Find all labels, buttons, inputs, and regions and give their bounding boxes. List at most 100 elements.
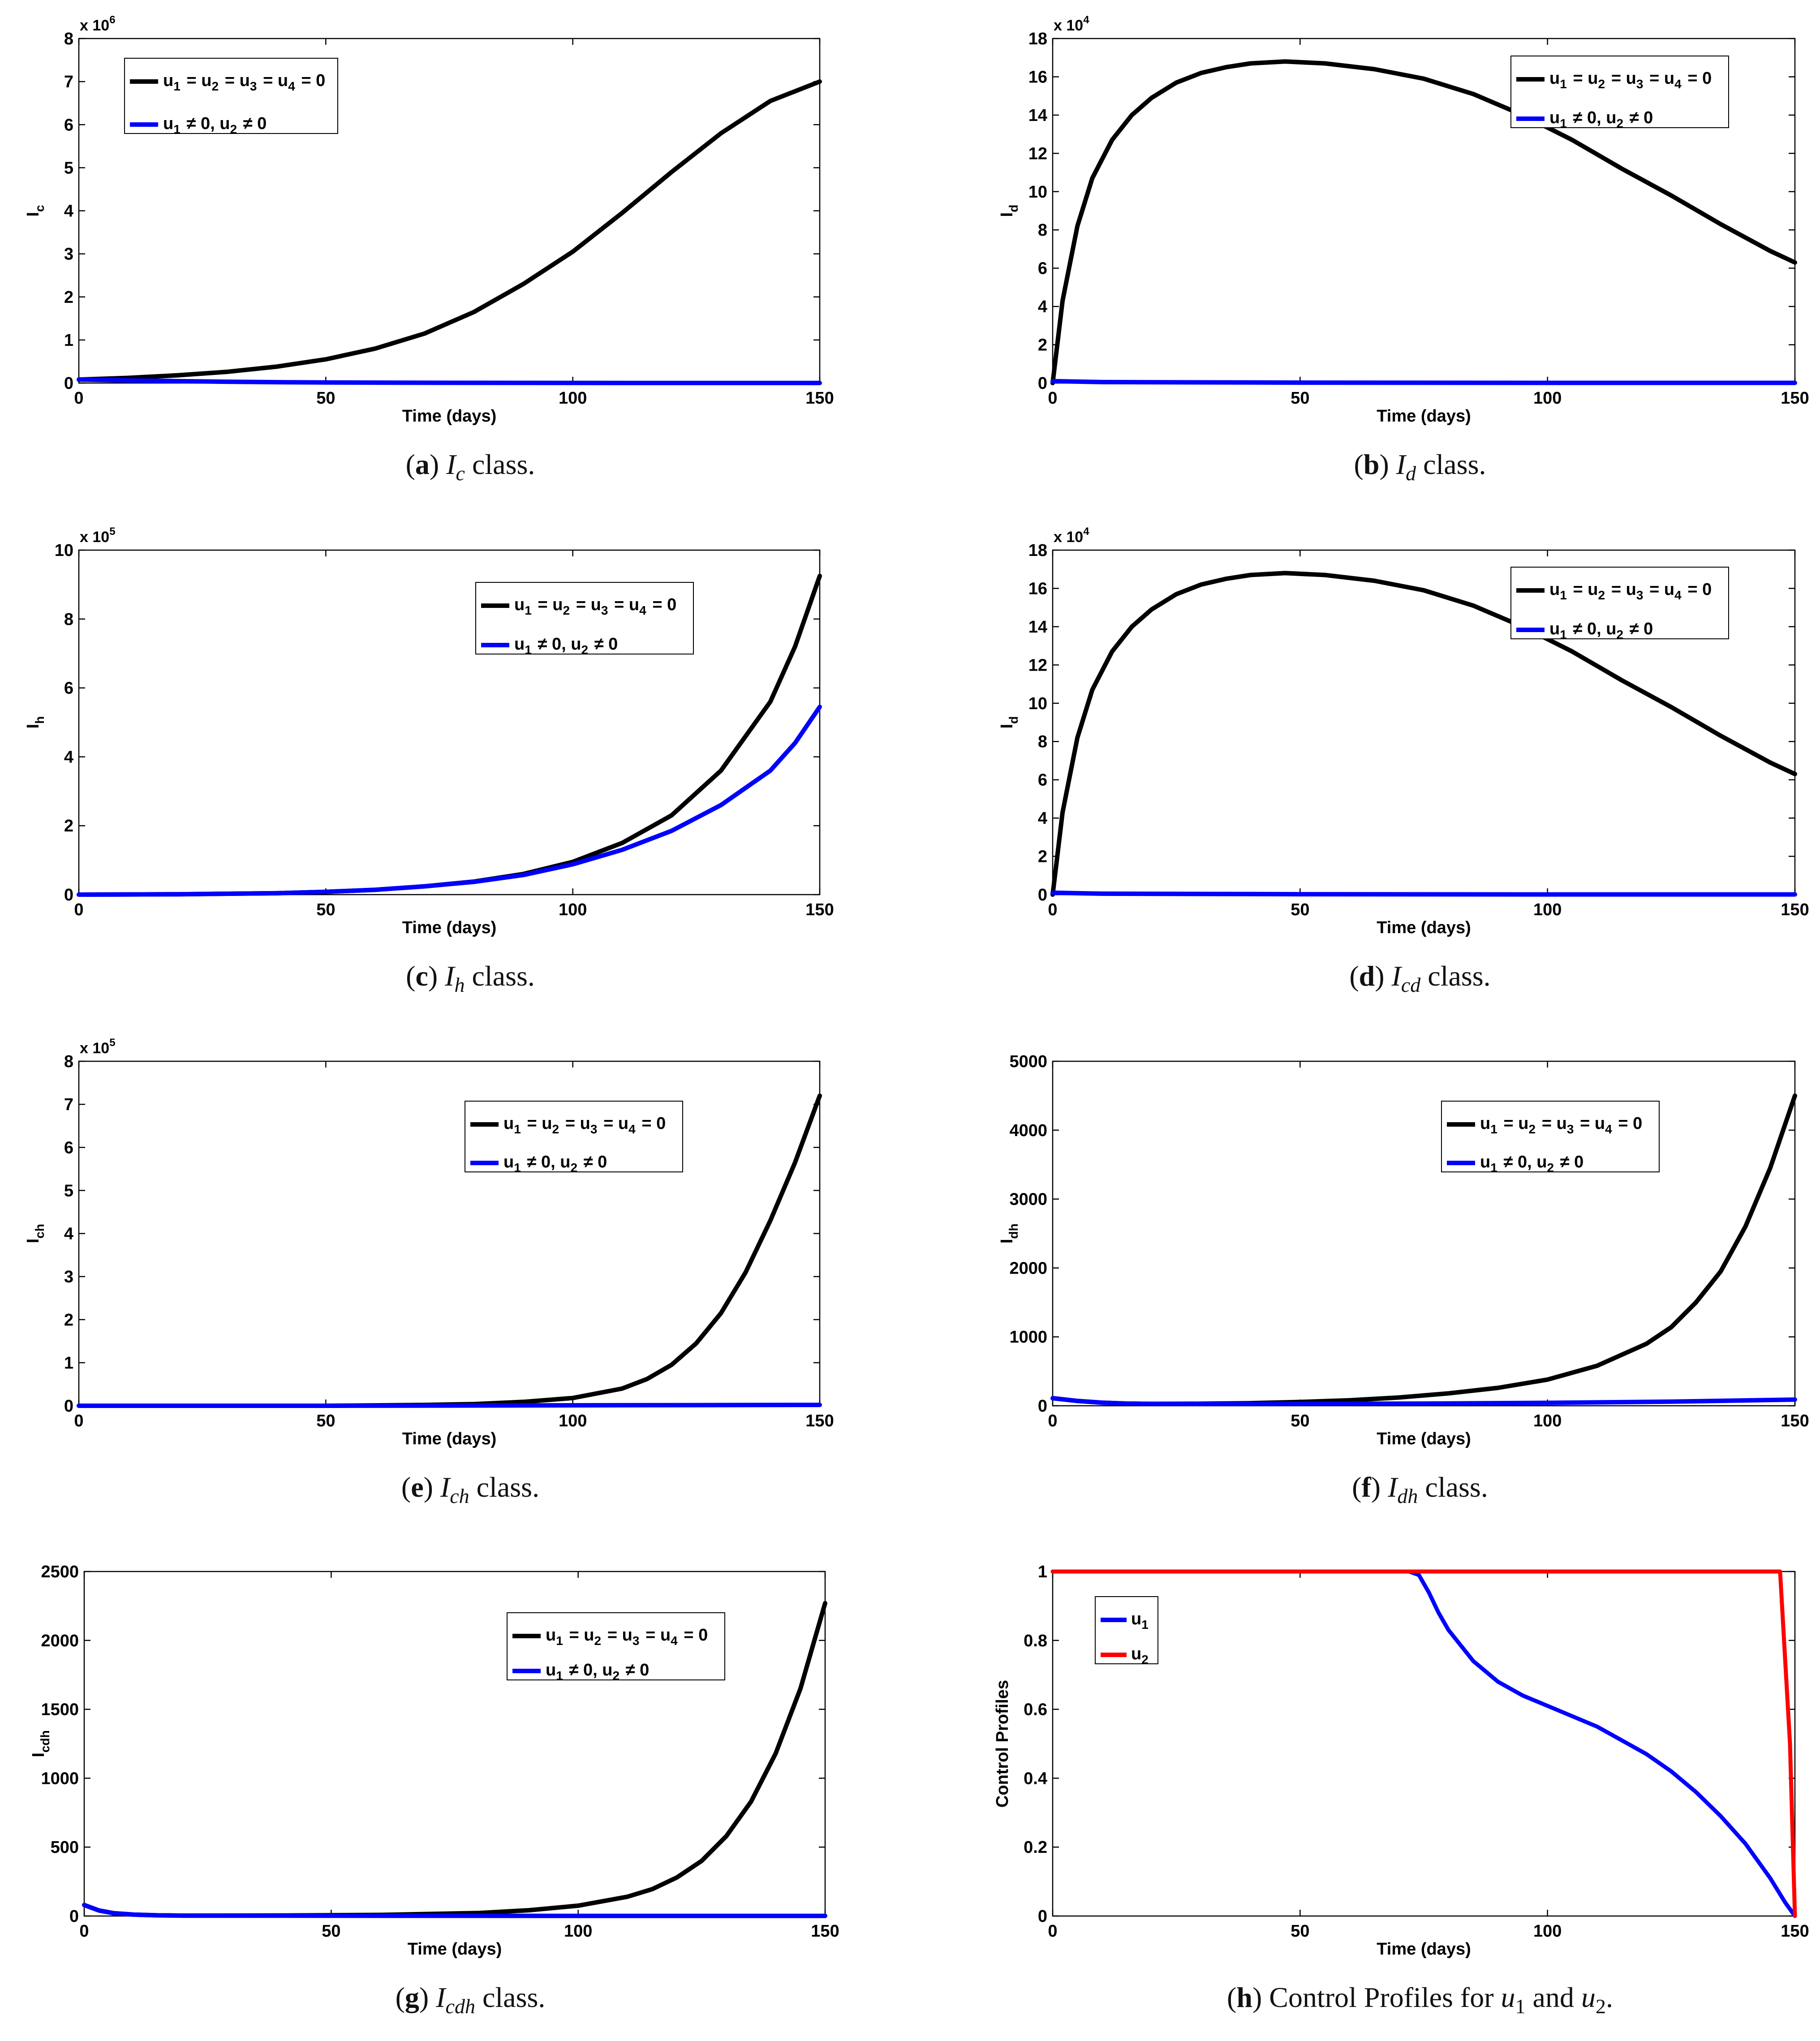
- y-tick-label: 6: [64, 679, 73, 698]
- legend-entry: u1 = u2 = u3 = u4 = 0: [1480, 1114, 1642, 1136]
- x-tick-label: 0: [74, 389, 83, 408]
- series-line-1: [1050, 1569, 1797, 1918]
- x-tick-label: 50: [1291, 1412, 1309, 1430]
- axis-exponent: x 105: [80, 525, 116, 546]
- y-tick-label: 18: [1028, 541, 1047, 560]
- y-tick-label: 10: [1028, 694, 1047, 713]
- y-tick-label: 5000: [1009, 1052, 1047, 1071]
- y-tick-label: 4: [1038, 297, 1047, 316]
- legend: u1 = u2 = u3 = u4 = 0 u1 ≠ 0, u2 ≠ 0: [1441, 1101, 1660, 1175]
- y-tick-label: 0: [64, 886, 73, 904]
- legend: u1 = u2 = u3 = u4 = 0 u1 ≠ 0, u2 ≠ 0: [124, 58, 338, 136]
- panel-caption: (f) Idh class.: [1352, 1471, 1488, 1507]
- panel-caption: (d) Icd class.: [1349, 960, 1490, 996]
- x-tick-label: 50: [1291, 900, 1309, 919]
- plot-frame: [1052, 1060, 1796, 1407]
- y-tick-label: 0.8: [1024, 1632, 1047, 1650]
- y-axis-label: Id: [998, 716, 1020, 729]
- y-tick-label: 6: [64, 116, 73, 134]
- x-tick-label: 0: [1048, 1412, 1057, 1430]
- y-tick-label: 7: [64, 1095, 73, 1114]
- x-tick-label: 50: [1291, 389, 1309, 408]
- y-tick-label: 2500: [41, 1563, 79, 1581]
- series-line-1: [1050, 571, 1797, 897]
- x-axis-label: Time (days): [1377, 1430, 1471, 1448]
- x-axis-label: Time (days): [408, 1940, 502, 1959]
- plot-frame: [78, 1060, 821, 1407]
- x-tick-label: 100: [559, 1412, 587, 1430]
- x-tick-label: 0: [1048, 389, 1057, 408]
- y-tick-label: 0.2: [1024, 1838, 1047, 1857]
- legend-entry: u1 ≠ 0, u2 ≠ 0: [1549, 620, 1653, 642]
- y-tick-label: 1: [1038, 1563, 1047, 1581]
- x-tick-label: 100: [559, 900, 587, 919]
- legend-box: [1510, 567, 1729, 639]
- legend: u1 = u2 = u3 = u4 = 0 u1 ≠ 0, u2 ≠ 0: [1510, 56, 1729, 130]
- y-axis-label: Icdh: [29, 1730, 52, 1757]
- x-tick-label: 50: [316, 389, 335, 408]
- y-tick-label: 4000: [1009, 1121, 1047, 1140]
- legend-box: [124, 58, 338, 134]
- y-tick-label: 0.6: [1024, 1701, 1047, 1719]
- y-tick-label: 0: [1038, 1907, 1047, 1926]
- x-axis-label: Time (days): [1377, 1940, 1471, 1959]
- panel-caption: (a) Ic class.: [406, 448, 535, 485]
- chart-panel-h: 0 0.2 0.4 0.6 0.8 1 0 50 100 150 Time (days) Contro…: [993, 1563, 1809, 2018]
- y-tick-label: 8: [64, 30, 73, 48]
- y-tick-label: 14: [1028, 106, 1047, 125]
- y-axis-label: Ic: [24, 205, 47, 216]
- y-tick-label: 6: [64, 1138, 73, 1157]
- y-tick-label: 1500: [41, 1701, 79, 1719]
- y-tick-label: 3: [64, 1268, 73, 1287]
- y-tick-label: 2000: [41, 1632, 79, 1650]
- y-tick-label: 2: [1038, 336, 1047, 355]
- x-tick-label: 150: [1781, 900, 1809, 919]
- legend-entry: u1 = u2 = u3 = u4 = 0: [1549, 69, 1712, 91]
- plot-frame: [1052, 1571, 1796, 1917]
- legend-entry: u1 ≠ 0, u2 ≠ 0: [514, 635, 618, 657]
- legend-entry: u1 ≠ 0, u2 ≠ 0: [163, 114, 267, 136]
- y-tick-label: 12: [1028, 656, 1047, 675]
- y-tick-label: 0: [1038, 374, 1047, 393]
- y-axis-label: Ich: [24, 1224, 47, 1243]
- legend-entry: u1 = u2 = u3 = u4 = 0: [546, 1626, 708, 1648]
- series-line-2: [1050, 1396, 1797, 1406]
- y-tick-label: 8: [64, 610, 73, 629]
- x-tick-label: 150: [805, 389, 834, 408]
- series-line-1: [77, 79, 822, 382]
- legend-entry: u1 = u2 = u3 = u4 = 0: [1549, 580, 1712, 602]
- y-tick-label: 3: [64, 245, 73, 264]
- x-tick-label: 0: [79, 1922, 89, 1941]
- legend-box: [465, 1101, 683, 1172]
- series-line-2: [77, 377, 822, 385]
- y-axis-label: Control Profiles: [993, 1680, 1012, 1808]
- legend-entry: u1 ≠ 0, u2 ≠ 0: [503, 1153, 607, 1175]
- y-tick-label: 0: [64, 374, 73, 393]
- x-axis-label: Time (days): [1377, 918, 1471, 937]
- axis-exponent: x 105: [80, 1037, 116, 1057]
- legend-entry: u1 = u2 = u3 = u4 = 0: [514, 595, 676, 617]
- x-tick-label: 150: [1781, 1922, 1809, 1941]
- y-tick-label: 1: [64, 1354, 73, 1373]
- legend: u1 u2: [1095, 1596, 1158, 1666]
- y-tick-label: 3000: [1009, 1190, 1047, 1209]
- legend-entry: u1 = u2 = u3 = u4 = 0: [503, 1114, 666, 1136]
- legend-entry: u1 ≠ 0, u2 ≠ 0: [1549, 108, 1653, 130]
- chart-panel-g: 0 500 1000 1500 2000 2500 0 50 100 150 Time (days)…: [29, 1563, 839, 2018]
- y-tick-label: 0: [64, 1397, 73, 1416]
- y-tick-label: 500: [51, 1838, 79, 1857]
- legend: u1 = u2 = u3 = u4 = 0 u1 ≠ 0, u2 ≠ 0: [1510, 567, 1729, 642]
- y-tick-label: 8: [64, 1052, 73, 1071]
- y-tick-label: 6: [1038, 771, 1047, 790]
- legend-box: [475, 582, 694, 654]
- y-tick-label: 6: [1038, 259, 1047, 278]
- legend: u1 = u2 = u3 = u4 = 0 u1 ≠ 0, u2 ≠ 0: [507, 1612, 725, 1683]
- panel-caption: (g) Icdh class.: [396, 1981, 546, 2018]
- x-tick-label: 50: [316, 1412, 335, 1430]
- chart-panel-f: 0 1000 2000 3000 4000 5000 0 50 100 150 Time (days…: [998, 1052, 1809, 1507]
- legend: u1 = u2 = u3 = u4 = 0 u1 ≠ 0, u2 ≠ 0: [475, 582, 694, 657]
- x-tick-label: 100: [1533, 900, 1562, 919]
- x-tick-label: 100: [559, 389, 587, 408]
- legend-box: [1510, 56, 1729, 128]
